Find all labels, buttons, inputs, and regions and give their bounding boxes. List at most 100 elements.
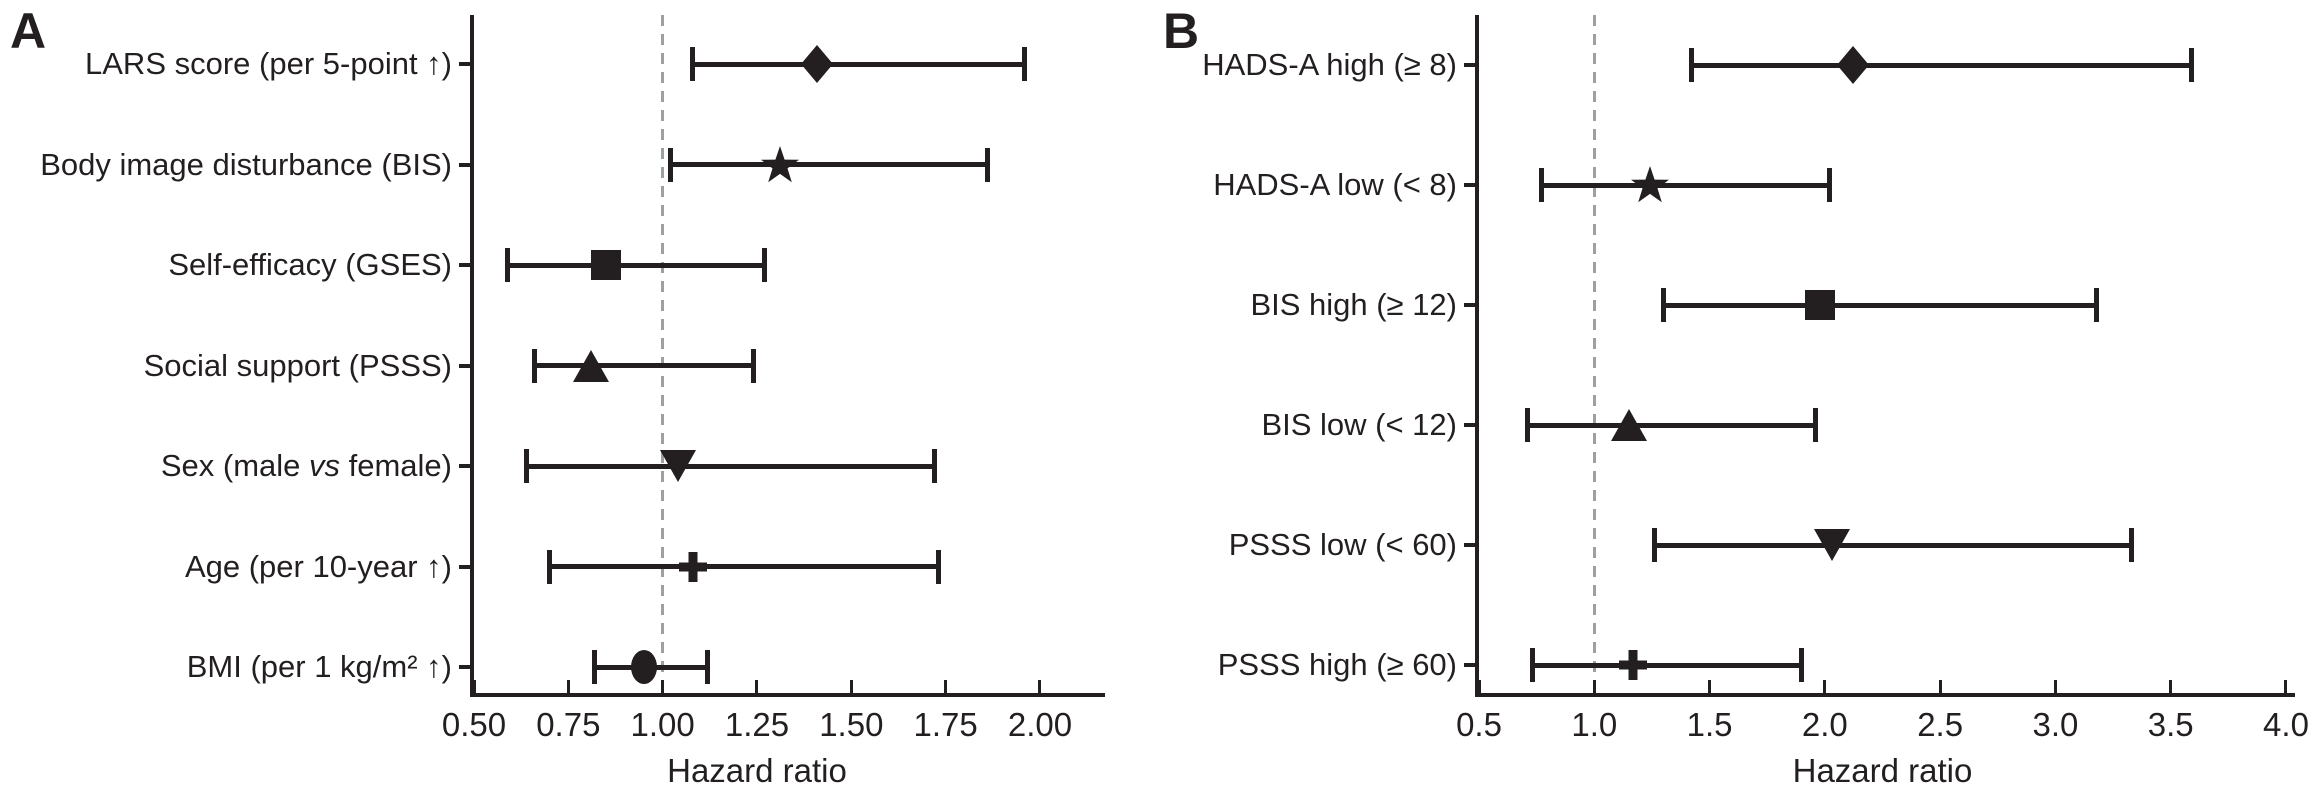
- ci-cap-high: [762, 248, 768, 282]
- row-label: HADS-A high (≥ 8): [0, 43, 1457, 87]
- marker-plus: [1618, 649, 1648, 681]
- ci-line: [670, 162, 988, 167]
- row-label-text: PSSS low (< 60): [1228, 527, 1457, 562]
- row-label: Age (per 10-year ↑): [0, 545, 452, 589]
- x-tick: [944, 680, 948, 693]
- x-tick-label: 4.0: [2263, 706, 2309, 743]
- ci-cap-high: [2094, 288, 2100, 322]
- x-tick: [1938, 680, 1942, 693]
- row-tick: [459, 62, 470, 66]
- row-label: Sex (male vs female): [0, 444, 452, 488]
- ci-line: [526, 463, 935, 469]
- row-label: Social support (PSSS): [0, 344, 452, 388]
- x-tick: [1592, 680, 1596, 693]
- row-label: Self-efficacy (GSES): [0, 243, 452, 287]
- row-label-text: Self-efficacy (GSES): [168, 247, 452, 282]
- panel-label-b: B: [1163, 3, 1200, 59]
- ci-cap-high: [2129, 528, 2134, 562]
- x-tick: [1038, 680, 1042, 693]
- ci-line: [1663, 302, 2097, 308]
- row-tick: [1464, 63, 1475, 67]
- x-tick-label: 1.5: [1686, 706, 1733, 743]
- marker-square: [1804, 289, 1836, 321]
- ci-cap-low: [1660, 288, 1666, 322]
- x-tick-label: 3.0: [2032, 706, 2079, 743]
- ci-line: [1691, 62, 2192, 68]
- ci-cap-high: [2188, 48, 2194, 82]
- row-tick: [459, 665, 470, 669]
- row-tick: [1464, 423, 1475, 427]
- x-tick: [2169, 680, 2173, 693]
- marker-triangle-down: [1813, 528, 1851, 562]
- marker-diamond: [800, 44, 834, 84]
- row-label-text: female): [340, 448, 452, 483]
- ci-line: [1527, 422, 1816, 428]
- ci-cap-high: [1022, 47, 1028, 81]
- ci-cap-low: [690, 47, 696, 81]
- x-axis-title: Hazard ratio: [1792, 752, 1973, 789]
- row-label-text: HADS-A low (< 8): [1213, 167, 1457, 202]
- x-tick-label: 3.5: [2147, 706, 2194, 743]
- row-label-text: LARS score (per 5-point ↑): [85, 46, 452, 81]
- row-label: PSSS high (≥ 60): [0, 643, 1457, 687]
- x-tick: [1477, 680, 1481, 693]
- x-axis-spine: [470, 693, 1105, 697]
- row-tick: [1464, 543, 1475, 547]
- ci-cap-high: [750, 348, 756, 383]
- ci-line: [692, 61, 1025, 67]
- x-tick: [849, 680, 853, 693]
- y-axis-spine: [470, 15, 474, 697]
- row-tick: [459, 464, 470, 468]
- ci-cap-low: [1651, 528, 1657, 562]
- ci-cap-high: [1799, 648, 1805, 682]
- panel-label-a: A: [10, 3, 47, 59]
- marker-triangle-up: [1610, 408, 1648, 442]
- row-label: LARS score (per 5-point ↑): [0, 42, 452, 86]
- marker-diamond: [1836, 45, 1870, 85]
- row-label-text: BIS low (< 12): [1261, 407, 1457, 442]
- x-tick: [1823, 680, 1827, 693]
- x-tick-label: 1.75: [913, 706, 978, 743]
- row-label-text: BIS high (≥ 12): [1250, 287, 1457, 322]
- ci-cap-high: [1826, 168, 1832, 202]
- x-tick: [566, 680, 570, 693]
- x-tick-label: 0.5: [1456, 706, 1502, 743]
- marker-square: [590, 249, 622, 281]
- ci-cap-low: [1538, 168, 1544, 202]
- row-label: Body image disturbance (BIS): [0, 143, 452, 187]
- ci-cap-high: [935, 549, 941, 584]
- x-tick-label: 0.50: [441, 706, 507, 743]
- row-label: HADS-A low (< 8): [0, 163, 1457, 207]
- row-tick: [1464, 663, 1475, 667]
- x-tick-label: 0.75: [536, 706, 601, 743]
- ci-line: [507, 262, 765, 268]
- ci-cap-low: [592, 650, 598, 684]
- ci-cap-low: [524, 449, 530, 483]
- row-label-text: Body image disturbance (BIS): [40, 146, 452, 182]
- marker-plus: [678, 551, 708, 583]
- row-tick: [1464, 303, 1475, 307]
- x-tick: [755, 680, 759, 693]
- x-tick-label: 1.25: [724, 706, 790, 743]
- row-tick: [459, 162, 470, 167]
- row-label-text: Social support (PSSS): [143, 347, 452, 383]
- row-tick: [459, 263, 470, 267]
- ci-cap-high: [931, 449, 937, 483]
- x-tick-label: 1.00: [630, 706, 695, 743]
- x-tick: [1708, 680, 1712, 693]
- reference-line: [661, 15, 665, 693]
- marker-triangle-up: [572, 349, 610, 383]
- ci-line: [1654, 542, 2132, 548]
- row-label-text: BMI (per 1 kg/m² ↑): [186, 649, 452, 684]
- marker-triangle-down: [659, 449, 697, 483]
- row-tick: [459, 363, 470, 368]
- marker-star: [1630, 165, 1670, 205]
- x-tick: [472, 680, 476, 693]
- row-tick: [1464, 183, 1475, 187]
- x-tick-label: 2.5: [1917, 706, 1964, 743]
- ci-cap-high: [705, 650, 711, 684]
- ci-line: [1541, 182, 1830, 188]
- ci-line: [549, 564, 939, 569]
- x-tick-label: 2.0: [1801, 706, 1848, 743]
